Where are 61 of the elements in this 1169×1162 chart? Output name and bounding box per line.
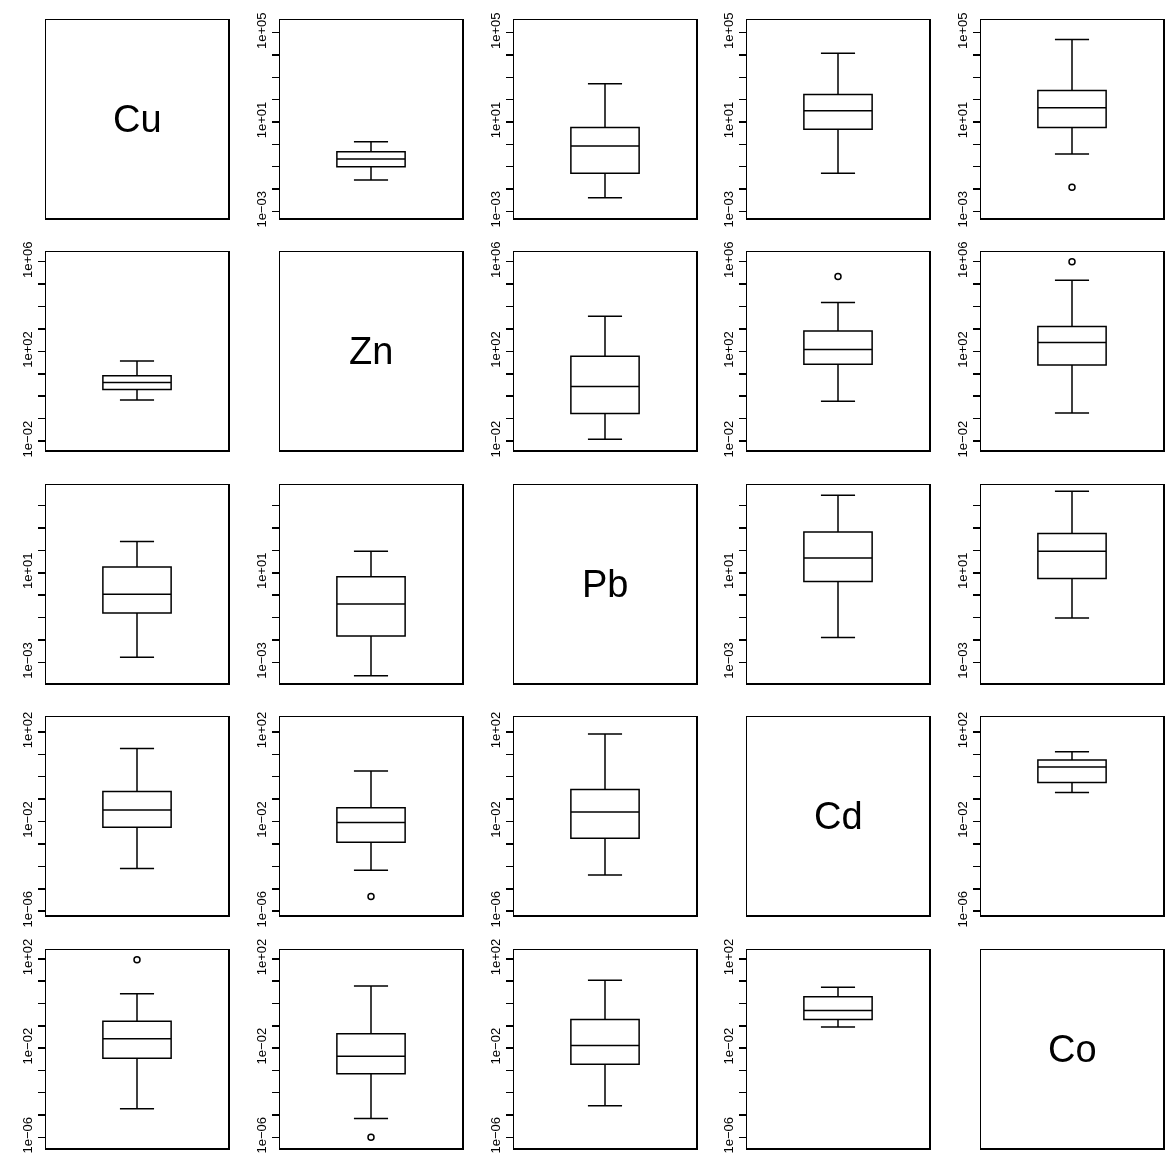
y-tick-label: 1e−02 [20,801,36,839]
y-tick-label: 1e+05 [955,12,971,49]
y-tick-label: 1e−03 [955,641,971,679]
y-tick-label: 1e+02 [721,938,737,975]
y-tick-label: 1e+02 [487,938,503,975]
y-tick-label: 1e+01 [955,552,971,589]
y-tick-label: 1e−02 [955,421,971,458]
y-tick-label: 1e+01 [254,101,270,139]
y-tick-label: 1e−02 [20,421,36,458]
text: Cu [113,98,162,140]
y-tick-label: 1e+02 [721,331,737,369]
y-tick-label: 1e+02 [254,938,270,975]
y-tick-label: 1e−03 [20,641,36,679]
y-tick-label: 1e+05 [721,12,737,49]
y-tick-label: 1e−03 [955,191,971,228]
y-tick-label: 1e−02 [254,801,270,839]
y-tick-label: 1e+02 [20,331,36,369]
y-tick-label: 1e−02 [487,421,503,458]
y-tick-label: 1e+01 [254,552,270,589]
y-tick-label: 1e+01 [721,552,737,589]
y-tick-label: 1e−02 [721,1027,737,1064]
y-tick-label: 1e−02 [487,1027,503,1064]
y-tick-label: 1e+01 [20,552,36,589]
y-tick-label: 1e+01 [955,101,971,139]
y-tick-label: 1e+06 [487,241,503,279]
y-tick-label: 1e−03 [487,191,503,228]
y-tick-label: 1e−03 [721,191,737,228]
text: Co [1048,1027,1097,1070]
y-tick-label: 1e−02 [254,1027,270,1064]
y-tick-label: 1e−06 [20,1116,36,1154]
y-tick-label: 1e−06 [487,1116,503,1154]
y-tick-label: 1e+01 [721,101,737,139]
y-tick-label: 1e+02 [20,938,36,975]
y-tick-label: 1e−06 [254,891,270,928]
y-tick-label: 1e−06 [955,891,971,928]
text: Pb [581,562,629,605]
y-tick-label: 1e−03 [254,641,270,679]
y-tick-label: 1e+05 [487,12,503,49]
y-tick-label: 1e+06 [20,241,36,279]
y-tick-label: 1e+02 [487,711,503,749]
y-tick-label: 1e−02 [721,421,737,458]
y-tick-label: 1e−03 [721,641,737,679]
text: Zn [348,330,394,373]
y-tick-label: 1e+06 [955,241,971,279]
y-tick-label: 1e−06 [254,1116,270,1154]
y-tick-label: 1e−06 [20,891,36,928]
y-tick-label: 1e+05 [254,12,270,49]
y-tick-label: 1e−03 [254,191,270,228]
y-tick-label: 1e+02 [955,331,971,369]
y-tick-label: 1e+02 [487,331,503,369]
y-tick-label: 1e−02 [487,801,503,839]
y-tick-label: 1e−06 [721,1116,737,1154]
y-tick-label: 1e+01 [487,101,503,139]
y-tick-label: 1e+02 [254,711,270,749]
text: Cd [814,795,863,838]
y-tick-label: 1e−02 [20,1027,36,1064]
y-tick-label: 1e+02 [955,711,971,749]
y-tick-label: 1e−02 [955,801,971,839]
y-tick-label: 1e+02 [20,711,36,749]
y-tick-label: 1e+06 [721,241,737,279]
y-tick-label: 1e−06 [487,891,503,928]
